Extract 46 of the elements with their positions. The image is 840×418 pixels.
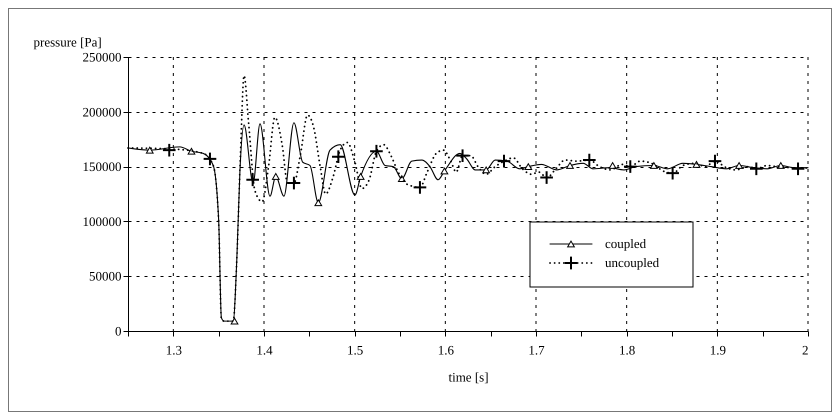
point xyxy=(245,172,260,188)
point xyxy=(539,170,554,185)
point xyxy=(524,163,532,170)
y-axis-title: pressure [Pa] xyxy=(34,34,102,50)
point xyxy=(708,154,722,168)
point xyxy=(622,159,638,174)
point xyxy=(748,161,764,176)
legend-label: uncoupled xyxy=(605,255,660,270)
x-tick-label: 1.7 xyxy=(528,342,546,358)
point xyxy=(790,161,806,176)
point xyxy=(735,162,743,169)
point xyxy=(482,166,490,174)
x-tick-label: 2 xyxy=(802,342,808,358)
point xyxy=(202,152,218,166)
y-tick-label: 250000 xyxy=(82,50,122,64)
y-tick-label: 100000 xyxy=(82,214,122,229)
legend-label: coupled xyxy=(605,236,647,251)
x-tick-label: 1.3 xyxy=(166,342,182,358)
point xyxy=(440,168,448,174)
point xyxy=(356,173,365,180)
point xyxy=(162,142,177,158)
point xyxy=(369,144,384,159)
point xyxy=(331,149,346,164)
point xyxy=(272,173,280,180)
y-tick-label: 200000 xyxy=(82,104,122,120)
y-tick-label: 50000 xyxy=(89,268,122,284)
point xyxy=(650,162,658,169)
point xyxy=(566,162,574,169)
point xyxy=(314,199,322,206)
y-tick-label: 150000 xyxy=(82,159,122,174)
point xyxy=(665,166,680,180)
point xyxy=(286,176,302,190)
x-tick-label: 1.9 xyxy=(710,342,726,358)
x-tick-label: 1.6 xyxy=(438,342,454,358)
point xyxy=(582,152,597,168)
point xyxy=(230,318,238,325)
x-axis-title: time [s] xyxy=(448,370,489,384)
point xyxy=(608,162,616,169)
x-tick-label: 1.8 xyxy=(619,342,636,358)
point xyxy=(455,148,470,163)
point xyxy=(146,146,154,154)
x-tick-label: 1.4 xyxy=(256,342,274,358)
x-tick-label: 1.5 xyxy=(347,342,364,358)
point xyxy=(412,180,428,195)
point xyxy=(496,154,512,168)
y-tick-label: 0 xyxy=(115,324,122,338)
